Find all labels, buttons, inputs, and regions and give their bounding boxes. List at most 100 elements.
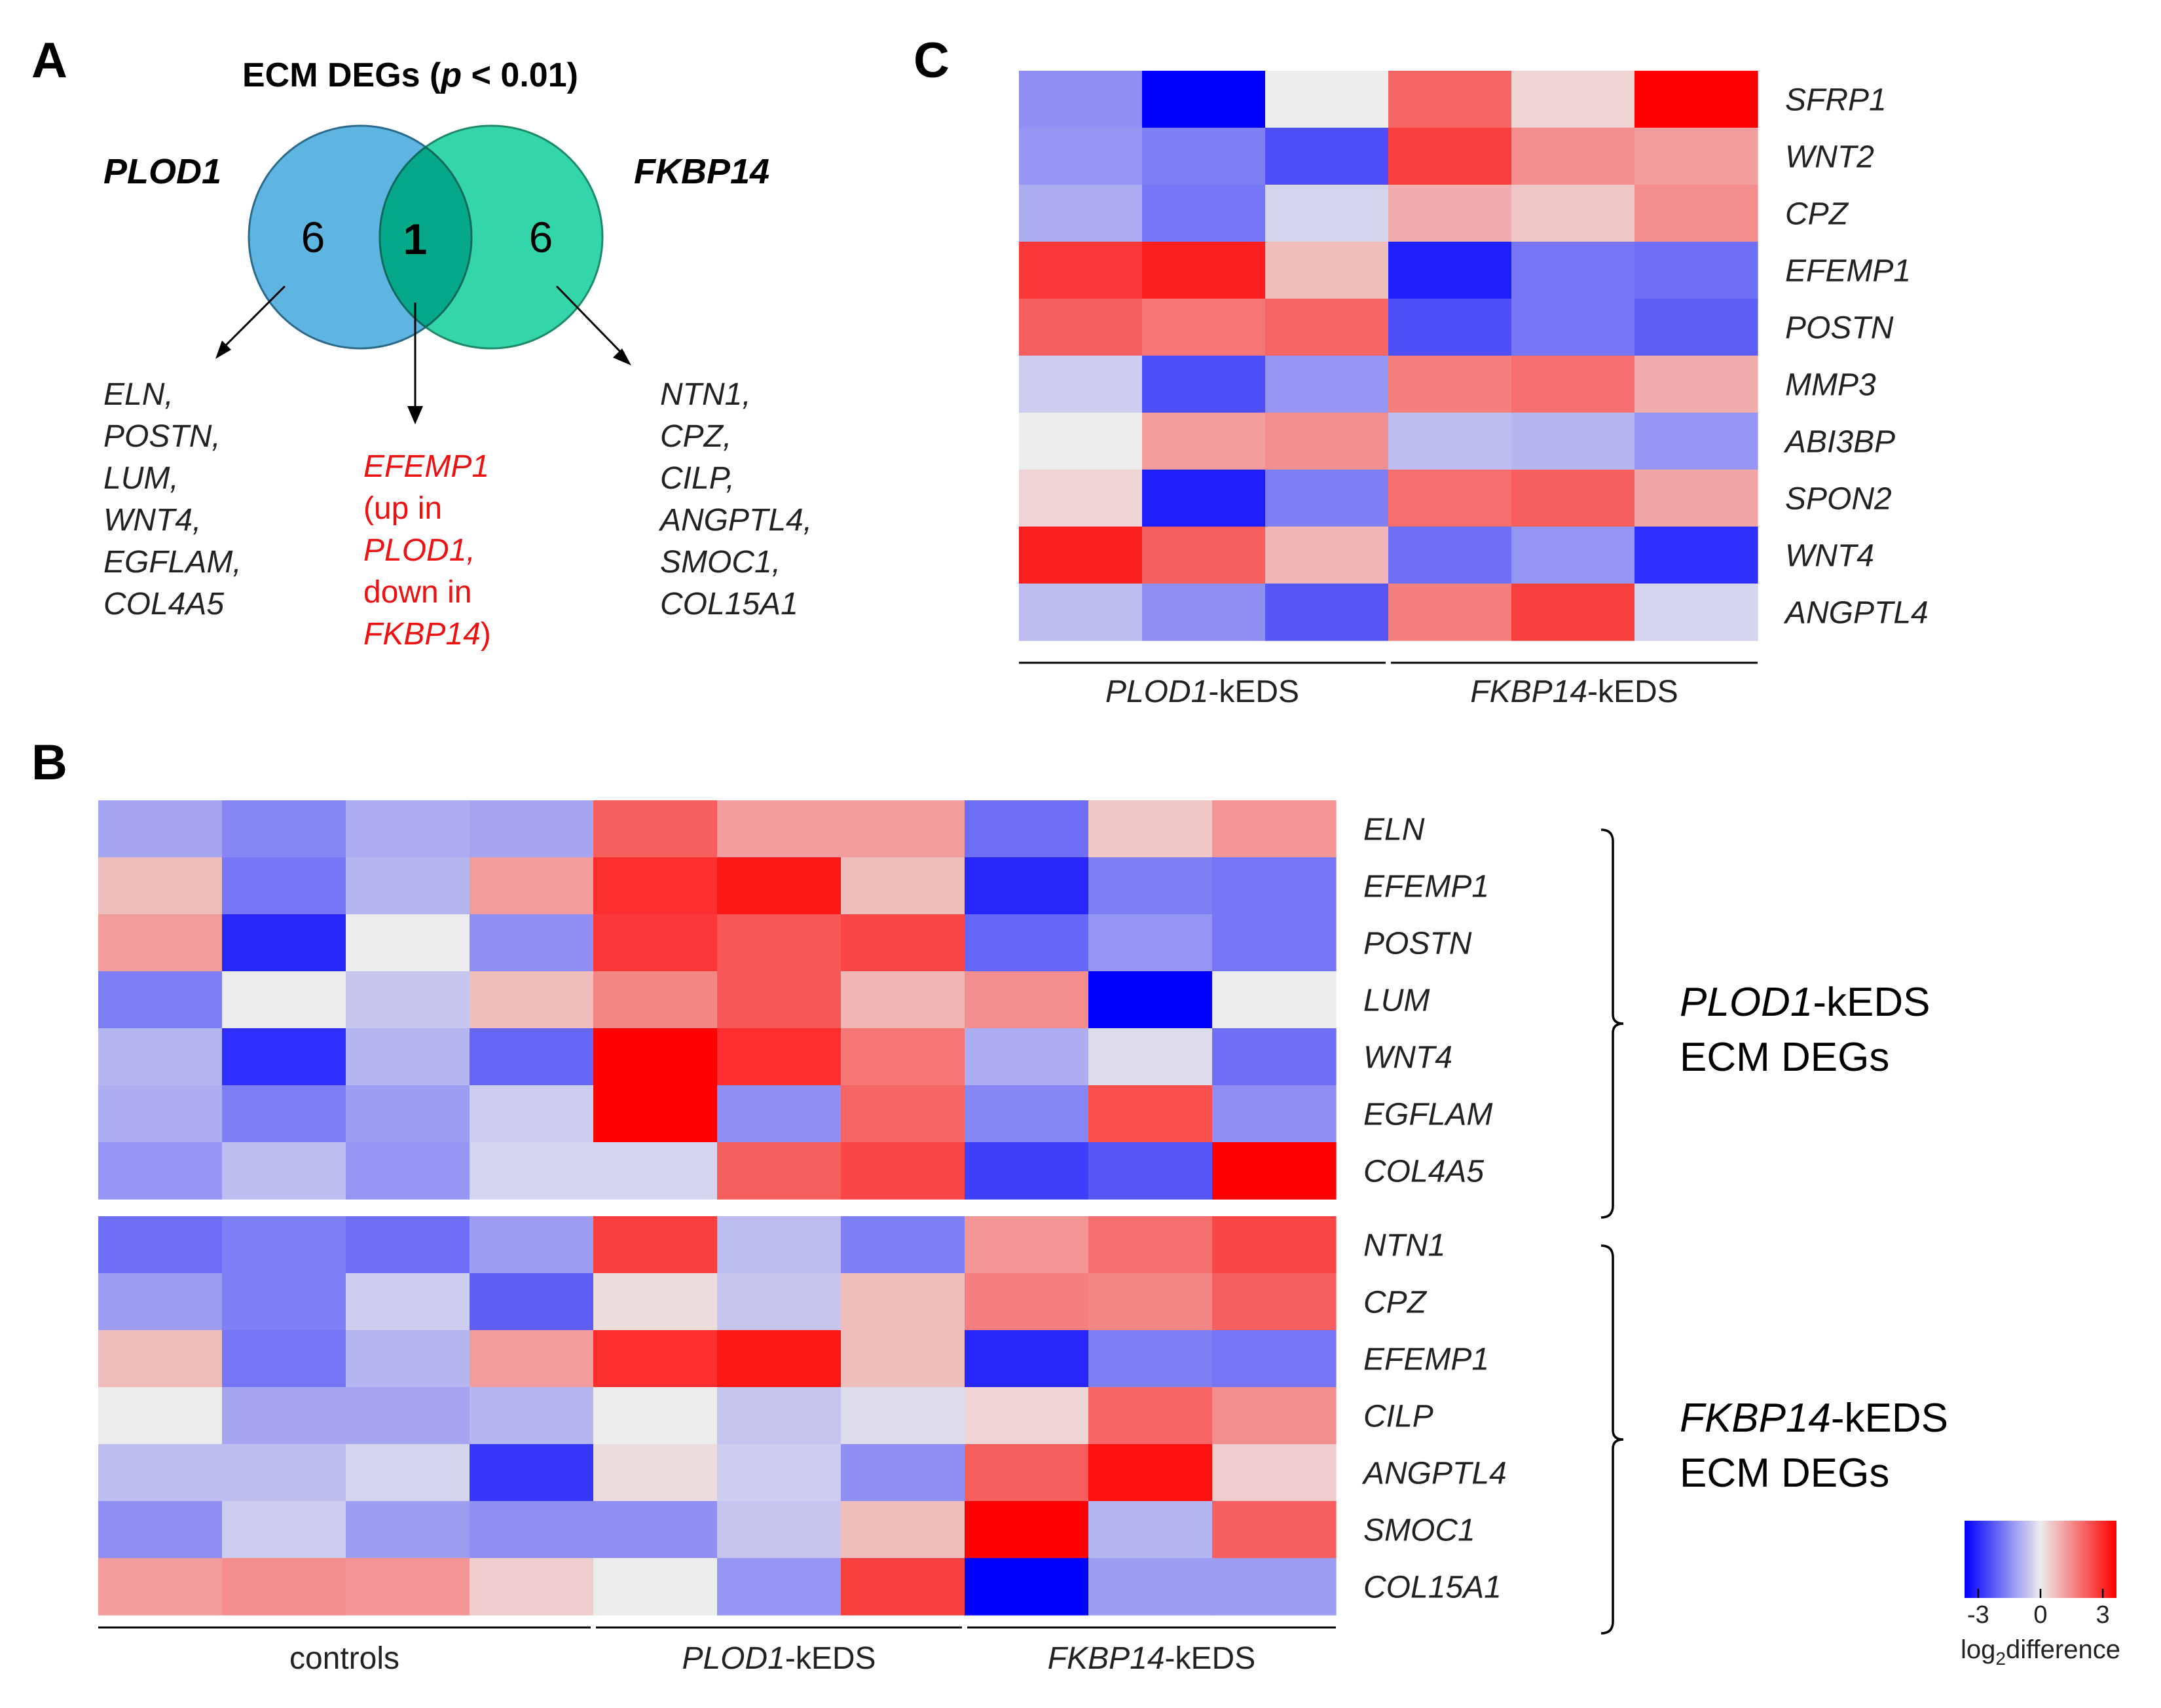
heatmap-b-block2-cell-r2-c6 xyxy=(841,1330,965,1388)
heatmap-b-block1-cell-r5-c5 xyxy=(717,1085,841,1143)
venn-shared-note-line: down in xyxy=(363,575,471,610)
venn-arrows xyxy=(220,285,627,406)
heatmap-b-block2-cell-r4-c3 xyxy=(470,1444,594,1502)
heatmap-b-block1-bracket-label-line1: PLOD1-kEDS xyxy=(1680,980,1930,1025)
heatmap-c-row-label: WNT4 xyxy=(1785,539,1874,574)
heatmap-b-block1-cell-r3-c3 xyxy=(470,971,594,1029)
heatmap-b-block2-cell-r2-c9 xyxy=(1212,1330,1337,1388)
heatmap-c-cell-r3-c5 xyxy=(1635,242,1758,299)
heatmap-c-row-label: EFEMP1 xyxy=(1785,254,1911,289)
heatmap-b-block1-cell-r0-c3 xyxy=(470,800,594,858)
venn-shared-note-part: (up in xyxy=(363,491,442,526)
heatmap-b-block1-cell-r3-c1 xyxy=(222,971,346,1029)
heatmap-b-block2-cell-r5-c0 xyxy=(98,1501,223,1559)
heatmap-b-block2-cell-r6-c7 xyxy=(965,1558,1089,1616)
heatmap-b-block1-cell-r0-c7 xyxy=(965,800,1089,858)
heatmap-b-block1-cell-r1-c6 xyxy=(841,857,965,915)
heatmap-c-cell-r5-c2 xyxy=(1265,356,1389,413)
heatmap-c-cell-r4-c3 xyxy=(1388,299,1512,356)
heatmap-b-block1-cell-r4-c2 xyxy=(346,1028,470,1086)
heatmap-c-cell-r8-c4 xyxy=(1511,527,1635,584)
heatmap-c-cell-r0-c3 xyxy=(1388,71,1512,128)
heatmap-b-block2-cell-r0-c6 xyxy=(841,1216,965,1274)
heatmap-b-block1-cell-r1-c4 xyxy=(593,857,718,915)
heatmap-b-block1-cell-r3-c6 xyxy=(841,971,965,1029)
heatmap-c-row-label: CPZ xyxy=(1785,197,1849,232)
venn-title-suffix: < 0.01) xyxy=(462,56,578,94)
heatmap-c-row-label: ANGPTL4 xyxy=(1783,596,1929,631)
heatmap-b-block2-row-label: NTN1 xyxy=(1363,1229,1445,1263)
heatmap-b-block2-cell-r1-c1 xyxy=(222,1273,346,1331)
heatmap-c-cell-r2-c5 xyxy=(1635,185,1758,242)
heatmap-c-cell-r4-c5 xyxy=(1635,299,1758,356)
heatmap-b-block2-cell-r6-c4 xyxy=(593,1558,718,1616)
legend-title-sub: 2 xyxy=(1995,1648,2006,1669)
heatmap-b-block2-bracket-label-italic: FKBP14 xyxy=(1680,1396,1831,1441)
heatmap-b-block2-cell-r3-c9 xyxy=(1212,1387,1337,1445)
heatmap-b-group-label-italic: FKBP14 xyxy=(1048,1641,1165,1676)
arrow-right-head xyxy=(613,348,631,365)
heatmap-b-block2-cell-r1-c0 xyxy=(98,1273,223,1331)
panel-c-letter: C xyxy=(914,33,950,88)
heatmap-c-cell-r1-c3 xyxy=(1388,128,1512,185)
heatmap-c-cell-r1-c2 xyxy=(1265,128,1389,185)
venn-shared-count: 1 xyxy=(403,215,428,263)
heatmap-c-row-label: SPON2 xyxy=(1785,482,1892,517)
heatmap-b-block2-cell-r0-c8 xyxy=(1088,1216,1213,1274)
heatmap-b-block1-cell-r5-c9 xyxy=(1212,1085,1337,1143)
heatmap-c-cell-r2-c2 xyxy=(1265,185,1389,242)
venn-shared-note-line: PLOD1, xyxy=(363,533,475,568)
legend-title-prefix: log xyxy=(1961,1635,1995,1664)
heatmap-b-block2-cell-r4-c8 xyxy=(1088,1444,1213,1502)
heatmap-c-cell-r4-c4 xyxy=(1511,299,1635,356)
heatmap-c-cell-r4-c1 xyxy=(1142,299,1266,356)
heatmap-c-row-label: SFRP1 xyxy=(1785,83,1887,118)
venn-left-gene: COL4A5 xyxy=(103,587,224,622)
heatmap-c-cell-r2-c3 xyxy=(1388,185,1512,242)
heatmap-b-block2-cell-r3-c3 xyxy=(470,1387,594,1445)
heatmap-b-block1-cell-r0-c1 xyxy=(222,800,346,858)
venn-shared-note-part: EFEMP1 xyxy=(363,449,489,484)
heatmap-c-row-label: MMP3 xyxy=(1785,368,1876,403)
venn-shared-note-part: down in xyxy=(363,575,471,610)
heatmap-b-block1-cell-r6-c0 xyxy=(98,1142,223,1200)
heatmap-b-block2-cell-r6-c6 xyxy=(841,1558,965,1616)
heatmap-c-cell-r6-c4 xyxy=(1511,413,1635,470)
venn-right-gene: SMOC1, xyxy=(660,545,781,580)
heatmap-c-cell-r6-c3 xyxy=(1388,413,1512,470)
heatmap-b-block1-cell-r2-c4 xyxy=(593,914,718,972)
heatmap-b-block1-cell-r1-c5 xyxy=(717,857,841,915)
heatmap-c-cell-r3-c2 xyxy=(1265,242,1389,299)
heatmap-b-block2-cell-r1-c9 xyxy=(1212,1273,1337,1331)
heatmap-b-block2-cell-r1-c4 xyxy=(593,1273,718,1331)
heatmap-b-block2-cell-r1-c6 xyxy=(841,1273,965,1331)
heatmap-b: ELNEFEMP1POSTNLUMWNT4EGFLAMCOL4A5PLOD1-k… xyxy=(98,800,1948,1676)
heatmap-b-block2-cell-r6-c9 xyxy=(1212,1558,1337,1616)
legend-tick-label: 0 xyxy=(2033,1601,2047,1629)
heatmap-c-cell-r2-c1 xyxy=(1142,185,1266,242)
heatmap-b-block2-cell-r0-c3 xyxy=(470,1216,594,1274)
heatmap-b-block1-cell-r4-c6 xyxy=(841,1028,965,1086)
heatmap-b-block2-cell-r3-c0 xyxy=(98,1387,223,1445)
heatmap-b-block1-cell-r0-c2 xyxy=(346,800,470,858)
heatmap-c-cell-r7-c2 xyxy=(1265,470,1389,527)
heatmap-b-block2-cell-r2-c8 xyxy=(1088,1330,1213,1388)
heatmap-b-block1-cell-r4-c1 xyxy=(222,1028,346,1086)
heatmap-b-group-label-rest: -kEDS xyxy=(785,1641,876,1676)
heatmap-b-block1-bracket xyxy=(1600,828,1624,1219)
heatmap-b-block2-cell-r2-c2 xyxy=(346,1330,470,1388)
heatmap-b-block1-cell-r1-c3 xyxy=(470,857,594,915)
heatmap-c-cell-r8-c2 xyxy=(1265,527,1389,584)
heatmap-b-block2-cell-r5-c8 xyxy=(1088,1501,1213,1559)
heatmap-b-group-label: FKBP14-kEDS xyxy=(1048,1641,1255,1676)
heatmap-c-group-label-italic: FKBP14 xyxy=(1470,675,1587,709)
heatmap-b-block2-cell-r1-c2 xyxy=(346,1273,470,1331)
venn-right-gene-list: NTN1, CPZ, CILP, ANGPTL4, SMOC1, COL15A1 xyxy=(658,377,812,622)
heatmap-b-block1-cell-r4-c4 xyxy=(593,1028,718,1086)
panel-b-letter: B xyxy=(31,735,67,790)
venn-title-prefix: ECM DEGs ( xyxy=(242,56,441,94)
heatmap-b-block1-cell-r5-c0 xyxy=(98,1085,223,1143)
heatmap-b-block2-cell-r6-c2 xyxy=(346,1558,470,1616)
heatmap-b-group-label: controls xyxy=(289,1641,399,1676)
heatmap-b-block1-cell-r6-c5 xyxy=(717,1142,841,1200)
